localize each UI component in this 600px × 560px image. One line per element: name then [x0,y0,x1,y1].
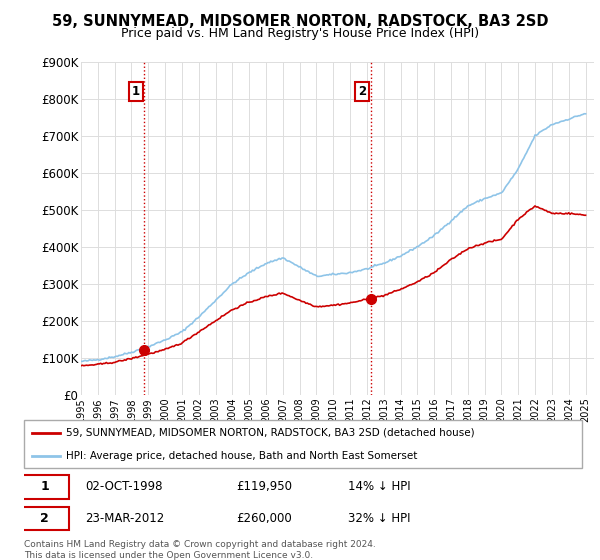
Text: 2: 2 [358,85,367,97]
Text: Price paid vs. HM Land Registry's House Price Index (HPI): Price paid vs. HM Land Registry's House … [121,27,479,40]
Text: 59, SUNNYMEAD, MIDSOMER NORTON, RADSTOCK, BA3 2SD (detached house): 59, SUNNYMEAD, MIDSOMER NORTON, RADSTOCK… [66,428,475,438]
Text: 1: 1 [40,480,49,493]
Text: 59, SUNNYMEAD, MIDSOMER NORTON, RADSTOCK, BA3 2SD: 59, SUNNYMEAD, MIDSOMER NORTON, RADSTOCK… [52,14,548,29]
Text: 2: 2 [40,512,49,525]
Text: £260,000: £260,000 [236,512,292,525]
Text: 23-MAR-2012: 23-MAR-2012 [85,512,164,525]
FancyBboxPatch shape [24,420,582,468]
Text: 1: 1 [131,85,140,97]
Text: 32% ↓ HPI: 32% ↓ HPI [347,512,410,525]
Text: HPI: Average price, detached house, Bath and North East Somerset: HPI: Average price, detached house, Bath… [66,451,417,461]
Text: Contains HM Land Registry data © Crown copyright and database right 2024.
This d: Contains HM Land Registry data © Crown c… [24,540,376,560]
FancyBboxPatch shape [21,507,68,530]
FancyBboxPatch shape [21,475,68,498]
Text: 02-OCT-1998: 02-OCT-1998 [85,480,163,493]
Text: £119,950: £119,950 [236,480,292,493]
Text: 14% ↓ HPI: 14% ↓ HPI [347,480,410,493]
